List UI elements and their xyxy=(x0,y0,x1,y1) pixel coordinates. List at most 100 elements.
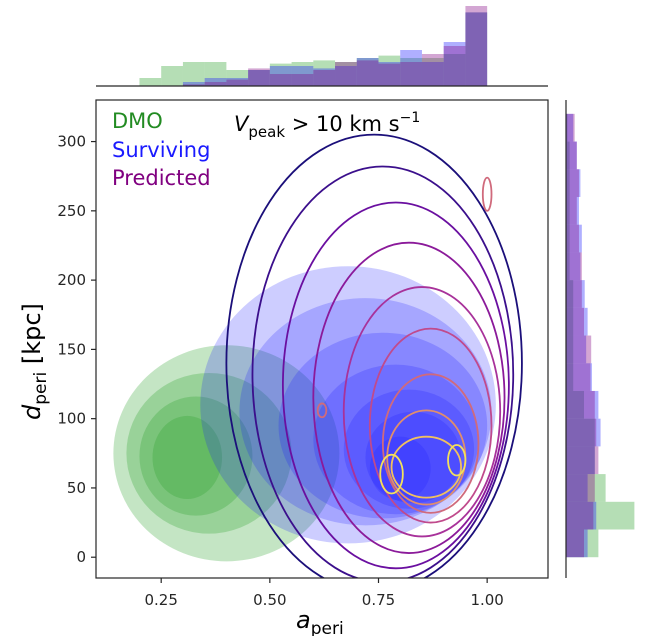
marginal-y-bar xyxy=(566,169,570,197)
marginal-y-bar xyxy=(566,474,595,502)
marginal-x-bar xyxy=(313,68,336,86)
x-tick-label: 1.00 xyxy=(470,591,503,609)
x-tick: 1.00 xyxy=(470,578,504,609)
x-tick: 0.50 xyxy=(253,578,287,609)
marginal-x-bar xyxy=(378,62,401,86)
marginal-x-bar xyxy=(443,54,466,86)
surviving-kde-level xyxy=(278,332,488,519)
marginal-x-bar xyxy=(182,62,205,86)
marginal-y-bar xyxy=(566,446,599,475)
marginal-y-bar xyxy=(566,390,584,419)
marginal-y-bar xyxy=(566,252,570,281)
marginal-x-bar xyxy=(291,62,314,86)
marginal-x-bar xyxy=(465,6,488,86)
marginal-x-bar xyxy=(182,84,205,86)
marginal-y-bar xyxy=(566,335,574,364)
marginal-x-bar xyxy=(400,50,422,86)
marginal-y-bar xyxy=(566,335,592,364)
y-tick-label: 50 xyxy=(67,479,86,497)
legend-entry-surviving: Surviving xyxy=(112,138,210,162)
marginal-y-bar xyxy=(566,196,577,225)
vpeak-annotation: Vpeak > 10 km s−1 xyxy=(234,110,420,141)
marginal-x-bar xyxy=(139,78,162,86)
marginal-x-bar xyxy=(356,60,379,86)
marginal-x-bar xyxy=(204,82,227,86)
marginal-x-bar xyxy=(313,70,336,86)
marginal-y-bar xyxy=(566,446,595,475)
main-plot-area xyxy=(113,133,523,578)
marginal-x-bar xyxy=(182,82,205,86)
x-axis-label: aperi xyxy=(296,606,344,636)
marginal-x-bar xyxy=(248,70,270,86)
marginal-y-bar xyxy=(566,501,597,530)
marginal-y-bar xyxy=(566,252,581,281)
marginal-y-bar xyxy=(566,335,587,364)
marginal-y-histogram xyxy=(566,113,635,558)
marginal-y-bar xyxy=(566,529,588,558)
predicted-kde-contour xyxy=(281,201,510,570)
predicted-kde-contour xyxy=(368,327,493,524)
marginal-x-bar xyxy=(291,74,314,86)
marginal-x-bar xyxy=(335,66,357,86)
marginal-x-bar xyxy=(248,70,270,86)
marginal-y-bar xyxy=(566,307,588,336)
marginal-x-bar xyxy=(313,60,336,86)
predicted-kde-peak xyxy=(316,402,328,419)
marginal-y-bar xyxy=(566,252,582,281)
legend-entry-dmo: DMO xyxy=(112,109,163,133)
marginal-x-bar xyxy=(443,46,466,86)
marginal-y-bar xyxy=(566,280,582,308)
surviving-kde-level xyxy=(200,266,496,544)
marginal-y-bar xyxy=(566,390,595,419)
y-tick: 0 xyxy=(76,548,96,566)
y-axis-label: dperi [kpc] xyxy=(18,303,51,420)
x-tick: 0.75 xyxy=(362,578,395,609)
marginal-x-bar xyxy=(269,63,292,86)
y-axis-ticks: 0 50 100 150 200 250 300 xyxy=(57,133,96,566)
marginal-y-bar xyxy=(566,141,577,170)
marginal-y-bar xyxy=(566,363,574,391)
predicted-kde-contour xyxy=(342,286,502,538)
marginal-x-bar xyxy=(269,66,292,86)
marginal-x-bar xyxy=(204,62,227,86)
surviving-kde-level xyxy=(343,389,475,509)
dmo-kde-level xyxy=(139,396,253,516)
y-tick: 200 xyxy=(57,271,96,289)
x-tick-label: 0.75 xyxy=(362,591,395,609)
marginal-y-bar xyxy=(566,363,592,391)
marginal-y-bar xyxy=(566,224,582,253)
marginal-y-bar xyxy=(566,169,579,197)
marginal-x-bar xyxy=(465,12,488,86)
x-tick-label: 0.50 xyxy=(253,591,286,609)
predicted-kde-contour xyxy=(251,165,515,578)
x-axis-ticks: 0.25 0.50 0.75 1.00 xyxy=(144,578,504,609)
marginal-y-bar xyxy=(566,307,574,336)
predicted-kde-peak xyxy=(379,453,404,495)
y-tick: 100 xyxy=(57,410,96,428)
marginal-x-bar xyxy=(291,66,314,86)
marginal-y-bar xyxy=(566,418,595,447)
legend: DMO Surviving Predicted xyxy=(112,109,211,190)
marginal-x-bar xyxy=(400,62,422,86)
marginal-x-bar xyxy=(204,78,227,86)
marginal-y-bar xyxy=(566,529,599,558)
y-tick: 300 xyxy=(57,133,96,151)
marginal-x-bar xyxy=(226,79,249,86)
marginal-x-bar xyxy=(465,12,488,86)
marginal-y-bar xyxy=(566,196,579,225)
marginal-x-histogram xyxy=(139,6,488,86)
marginal-x-bar xyxy=(226,78,249,86)
x-tick: 0.25 xyxy=(144,578,178,609)
marginal-x-bar xyxy=(248,68,270,86)
marginal-x-bar xyxy=(421,58,444,86)
dmo-kde-level xyxy=(126,372,292,534)
dmo-kde-level xyxy=(152,415,223,500)
y-tick-label: 200 xyxy=(57,271,86,289)
marginal-x-bar xyxy=(356,58,379,86)
predicted-kde-contour xyxy=(312,241,506,554)
marginal-x-bar xyxy=(356,58,379,86)
main-plot-frame xyxy=(95,99,549,579)
marginal-y-bar xyxy=(566,501,594,530)
y-tick-label: 300 xyxy=(57,133,86,151)
